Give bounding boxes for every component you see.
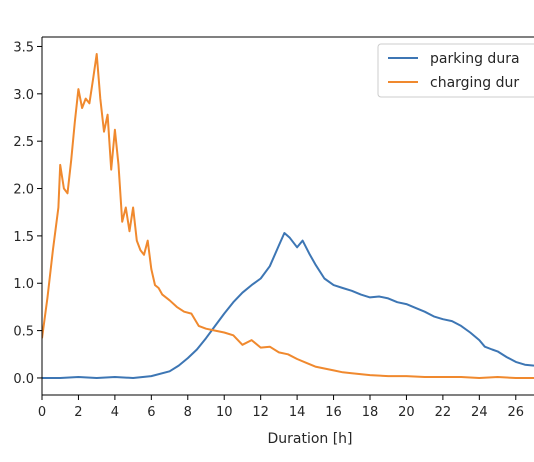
legend: parking dura charging dur [377,43,534,98]
x-tick-label: 12 [252,405,269,420]
y-tick-label: 1.0 [13,277,34,292]
x-tick-label: 6 [147,405,155,420]
y-tick-label: 3.0 [13,88,34,103]
y-tick-label: 0.5 [13,325,34,340]
x-tick-label: 16 [325,405,342,420]
x-tick-label: 10 [216,405,233,420]
x-tick-label: 14 [289,405,306,420]
series-line-parking [42,232,534,379]
y-tick-label: 1.5 [13,230,34,245]
x-tick-label: 8 [184,405,192,420]
y-tick-label: 2.0 [13,183,34,198]
y-tick-label: 0.0 [13,372,34,387]
x-tick-label: 20 [398,405,415,420]
x-tick-label: 18 [362,405,379,420]
x-axis-label: Duration [h] [267,431,352,447]
y-tick-label: 2.5 [13,135,34,150]
x-tick-label: 4 [111,405,119,420]
series-line-charging [42,53,534,379]
x-axis-ticks: 0 2 4 6 8 10 12 14 16 18 20 22 24 26 [38,395,524,420]
x-tick-label: 26 [508,405,525,420]
legend-label-charging: charging dur [430,75,519,91]
plot-area [42,53,534,379]
x-tick-label: 0 [38,405,46,420]
y-axis-ticks: 0.0 0.5 1.0 1.5 2.0 2.5 3.0 3.5 [13,40,42,387]
x-tick-label: 24 [471,405,488,420]
y-tick-label: 3.5 [13,40,34,55]
x-tick-label: 22 [435,405,452,420]
x-tick-label: 2 [74,405,82,420]
legend-label-parking: parking dura [430,51,520,67]
